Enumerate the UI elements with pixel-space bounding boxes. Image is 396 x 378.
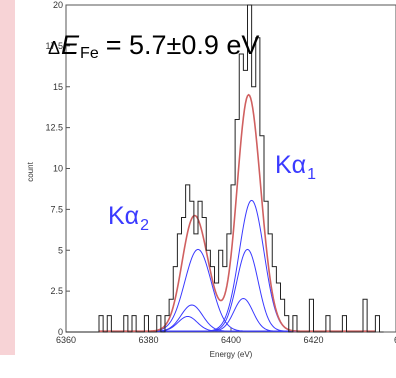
title-subscript: Fe (80, 45, 99, 62)
y-tick-label: 12.5 (45, 123, 63, 133)
x-tick-label: 6380 (138, 335, 158, 345)
title-delta: Δ (48, 38, 60, 58)
y-tick-label: 5 (58, 245, 63, 255)
y-tick-label: 0 (58, 327, 63, 337)
histogram (66, 4, 384, 333)
svg-text:ΔEFe= 5.7±0.9 eV: ΔEFe = 5.7±0.9 eV (48, 30, 259, 62)
annotation-ka1: Kα1 (275, 151, 316, 183)
x-tick-label: 6400 (221, 335, 241, 345)
histogram-steps (66, 4, 384, 333)
title-energy-symbol: E (61, 30, 80, 60)
y-axis-label: count (26, 161, 35, 181)
plot-area (65, 4, 396, 333)
title-value: = 5.7±0.9 eV (106, 30, 260, 60)
y-tick-label: 17.5 (45, 41, 63, 51)
chart-title: ΔEFe = 5.7±0.9 eV (48, 30, 259, 62)
x-tick-label: 6420 (303, 335, 323, 345)
fit-total-curve (99, 93, 376, 332)
annotation-ka2: Kα2 (108, 202, 149, 234)
x-axis-label: Energy (eV) (210, 350, 253, 359)
y-tick-label: 15 (53, 82, 63, 92)
y-tick-label: 2.5 (50, 286, 63, 296)
y-axis: 0 2.5 5 7.5 10 12.5 15 17.5 20 (45, 0, 70, 337)
y-tick-label: 7.5 (50, 204, 63, 214)
fit-total (99, 93, 376, 332)
y-tick-label: 20 (53, 0, 63, 10)
x-tick-label: 64 (394, 335, 396, 345)
y-tick-label: 10 (53, 164, 63, 174)
x-tick-label: 6360 (56, 335, 76, 345)
page-strip (0, 0, 15, 355)
